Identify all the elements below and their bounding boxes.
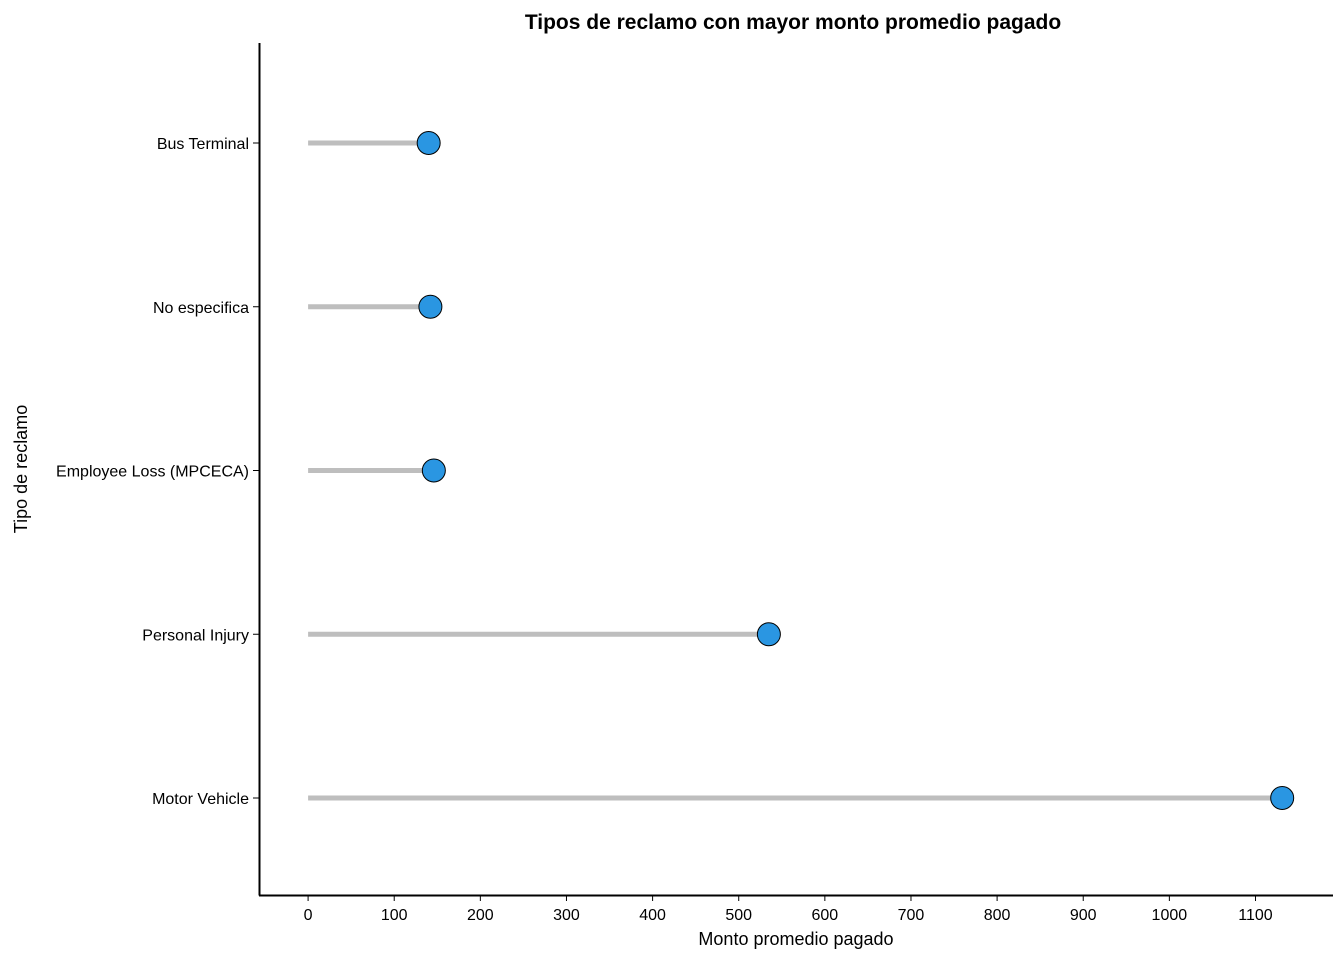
x-axis-title: Monto promedio pagado [698,929,893,949]
y-axis-title: Tipo de reclamo [11,405,31,533]
x-tick-label: 1100 [1238,907,1273,924]
plot-area [308,131,1295,810]
lollipop-point [756,622,781,647]
x-tick-label: 900 [1070,907,1097,924]
y-tick-label: Personal Injury [142,627,249,644]
lollipop-point [1270,786,1295,810]
stems-layer [308,140,1283,801]
y-tick-label: Bus Terminal [157,136,249,153]
y-axis-ticks: Bus Terminal No especifica Employee Loss (… [56,136,259,808]
x-tick-label: 1000 [1152,907,1188,924]
x-tick-label: 800 [984,907,1011,924]
chart-title: Tipos de reclamo con mayor monto promedi… [525,11,1061,34]
x-tick-label: 0 [304,907,313,924]
x-tick-label: 300 [553,907,580,924]
x-tick-label: 200 [467,907,494,924]
y-tick-label: Employee Loss (MPCECA) [56,464,249,481]
y-tick-label: Motor Vehicle [152,791,249,808]
x-tick-label: 500 [725,907,752,924]
x-tick-label: 400 [639,907,666,924]
lollipop-point [416,131,441,155]
x-tick-label: 600 [812,907,839,924]
x-tick-label: 100 [381,907,408,924]
x-tick-label: 700 [898,907,925,924]
lollipop-point [421,458,446,483]
points-layer [416,131,1295,810]
y-tick-label: No especifica [153,300,249,317]
x-axis-ticks: 0 100 200 300 400 500 600 700 800 900 1000 1100 [304,895,1273,924]
lollipop-point [418,294,443,319]
